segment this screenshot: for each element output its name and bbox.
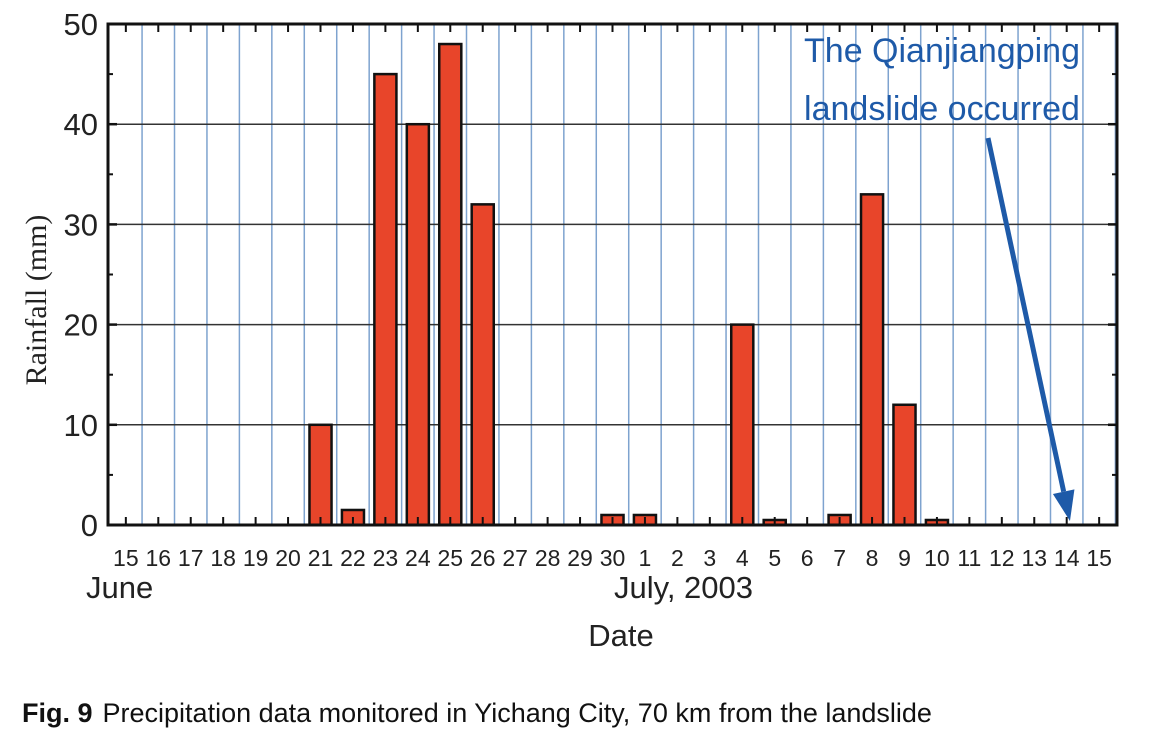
x-tick-label: 19 [243, 545, 269, 571]
bar-4 [729, 323, 755, 527]
x-tick-label: 28 [535, 545, 561, 571]
x-tick-label: 23 [373, 545, 399, 571]
x-tick-label: 29 [567, 545, 593, 571]
x-tick-label: 24 [405, 545, 431, 571]
x-tick-label: 13 [1021, 545, 1047, 571]
x-tick-label: 21 [308, 545, 334, 571]
annotation-line-1: The Qianjiangping [804, 32, 1080, 70]
x-tick-label: 16 [145, 545, 171, 571]
x-tick-label: 8 [866, 545, 879, 571]
bar-24 [405, 122, 431, 527]
month-label-june: June [86, 570, 153, 605]
x-tick-label: 14 [1054, 545, 1080, 571]
figure-caption: Fig. 9 Precipitation data monitored in Yi… [22, 698, 932, 729]
annotation-line-2: landslide occurred [804, 90, 1080, 128]
x-tick-labels: 15 16 17 18 19 20 21 22 23 24 25 26 27 28 29 30 1 2 3 4 5 6 7 8… [113, 545, 1112, 571]
x-tick-label: 10 [924, 545, 950, 571]
x-tick-label: 9 [898, 545, 911, 571]
bar-21 [308, 423, 333, 527]
y-tick-label: 0 [81, 508, 98, 543]
y-tick-label: 20 [64, 308, 98, 343]
x-tick-label: 30 [600, 545, 626, 571]
x-tick-label: 15 [1086, 545, 1112, 571]
y-tick-labels: 0 10 20 30 40 50 [64, 7, 98, 543]
y-tick-label: 50 [64, 7, 98, 42]
x-tick-label: 15 [113, 545, 139, 571]
y-tick-label: 30 [64, 207, 98, 242]
x-axis-label: Date [588, 618, 653, 653]
x-tick-label: 27 [502, 545, 528, 571]
x-tick-label: 26 [470, 545, 496, 571]
x-tick-label: 12 [989, 545, 1015, 571]
x-tick-label: 4 [736, 545, 749, 571]
x-tick-label: 1 [639, 545, 652, 571]
x-tick-label: 20 [275, 545, 301, 571]
x-tick-label: 2 [671, 545, 684, 571]
x-tick-label: 25 [437, 545, 463, 571]
annotation-arrow-head [1052, 489, 1075, 521]
figure-number: Fig. 9 [22, 698, 93, 728]
x-tick-label: 3 [703, 545, 716, 571]
bar-26 [470, 203, 496, 527]
ticks-layer [108, 22, 1117, 527]
x-tick-label: 11 [957, 545, 981, 571]
bar-8 [859, 193, 885, 527]
x-tick-label: 6 [801, 545, 814, 571]
bar-25 [438, 42, 463, 527]
x-tick-label: 5 [768, 545, 781, 571]
y-tick-label: 40 [64, 107, 98, 142]
caption-text: Precipitation data monitored in Yichang … [102, 698, 932, 728]
x-tick-label: 7 [833, 545, 846, 571]
y-tick-label: 10 [64, 408, 98, 443]
bar-9 [892, 403, 917, 527]
x-tick-label: 18 [210, 545, 236, 571]
landslide-annotation: The Qianjiangping landslide occurred [804, 32, 1080, 521]
x-tick-label: 17 [178, 545, 204, 571]
annotation-arrow-line [985, 137, 1067, 493]
x-tick-label: 22 [340, 545, 366, 571]
bar-23 [373, 72, 398, 527]
y-axis-label: Rainfall (mm) [20, 215, 53, 386]
month-label-july: July, 2003 [614, 570, 753, 605]
